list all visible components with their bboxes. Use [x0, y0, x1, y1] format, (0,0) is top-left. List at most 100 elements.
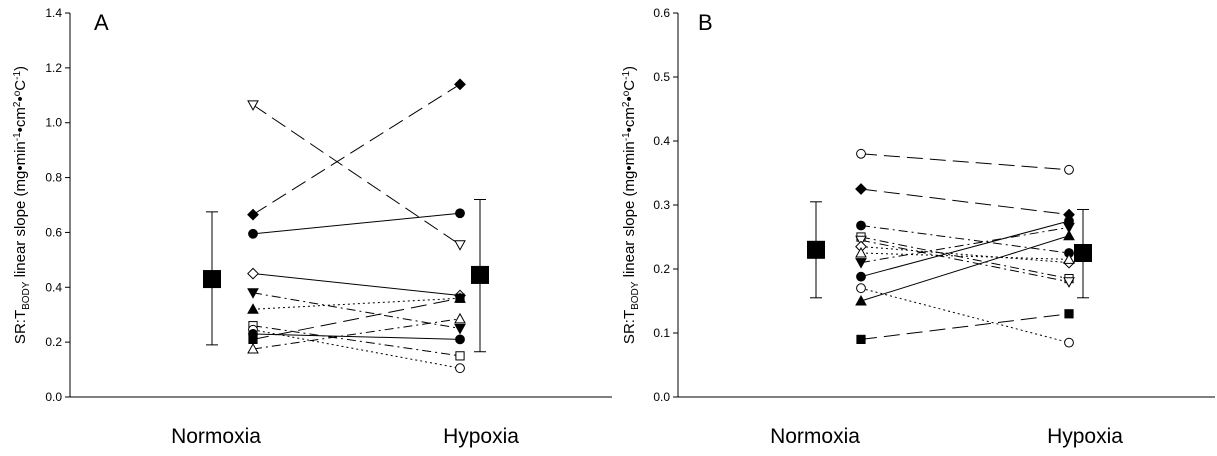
data-point-1-9-normoxia	[856, 283, 866, 294]
y-tick-label: 0.4	[653, 134, 670, 148]
data-point-1-6-hypoxia	[1063, 253, 1075, 264]
y-tick-label: 1.4	[45, 6, 62, 20]
data-point-0-6-hypoxia	[455, 351, 465, 361]
subject-line-3	[860, 236, 1070, 280]
data-point-0-8-hypoxia	[455, 293, 465, 303]
subject-line-9	[252, 333, 461, 340]
data-point-1-4-hypoxia	[1063, 277, 1075, 288]
x-category-label-normoxia: Normoxia	[770, 425, 860, 448]
mean-marker-hypoxia	[471, 265, 489, 284]
y-axis-label-part: SR:T	[621, 310, 638, 344]
panel-label: A	[94, 10, 109, 35]
y-axis-label-part: •cm	[621, 107, 638, 132]
y-tick-label: 0.3	[653, 198, 670, 212]
data-point-1-9-hypoxia	[1064, 337, 1074, 348]
y-tick-label: 0.6	[653, 6, 670, 20]
data-point-1-11-normoxia	[856, 334, 866, 344]
data-point-0-2-hypoxia	[455, 208, 465, 219]
y-axis-label-part: -1	[12, 132, 23, 141]
data-point-0-3-normoxia	[247, 267, 259, 280]
data-point-1-0-normoxia	[856, 148, 866, 159]
x-category-label-hypoxia: Hypoxia	[443, 425, 519, 448]
subject-line-1	[860, 188, 1070, 216]
data-point-0-4-hypoxia	[454, 323, 466, 335]
y-tick-label: 1.0	[45, 116, 62, 130]
y-tick-label: 0.6	[45, 225, 62, 239]
subject-line-1	[252, 83, 461, 216]
panel-label: B	[698, 10, 713, 35]
data-point-1-6-normoxia	[855, 246, 867, 258]
y-axis-label-part: -1	[621, 132, 632, 141]
chart-panel-b: 0.0 0.1 0.2 0.3 0.4 0.5 0.6 Normoxia Hypoxia B SR:…	[621, 6, 1215, 448]
y-tick-label: 0.5	[653, 70, 670, 84]
data-point-0-1-hypoxia	[454, 78, 466, 91]
subject-line-0	[252, 104, 461, 246]
subject-line-8	[252, 297, 461, 340]
subject-line-10	[252, 318, 461, 350]
subject-line-6	[252, 325, 461, 357]
x-category-label-normoxia: Normoxia	[171, 425, 261, 448]
y-axis-label-part: SR:T	[12, 310, 29, 344]
data-point-0-7-hypoxia	[455, 363, 465, 374]
y-tick-label: 0.4	[45, 280, 62, 294]
subject-line-4	[252, 292, 461, 329]
mean-marker-normoxia	[807, 240, 825, 259]
subject-line-10	[860, 235, 1070, 302]
chart-panel-a: 0.0 0.2 0.4 0.6 0.8 1.0 1.2 1.4 Normoxia Hypoxia A…	[12, 6, 612, 448]
data-point-1-8-normoxia	[856, 271, 866, 282]
y-tick-label: 0.1	[653, 326, 670, 340]
subject-line-3	[252, 273, 461, 297]
mean-marker-hypoxia	[1074, 244, 1092, 262]
y-tick-label: 0.0	[653, 390, 670, 404]
subject-line-7	[860, 226, 1070, 264]
data-point-0-1-normoxia	[247, 208, 259, 221]
mean-marker-normoxia	[203, 270, 221, 289]
y-axis-label: SR:TBODY linear slope (mg•min-1•cm2•oC-1…	[621, 66, 641, 344]
x-category-label-hypoxia: Hypoxia	[1047, 425, 1123, 448]
subject-line-4	[860, 239, 1070, 283]
data-point-0-0-normoxia	[247, 100, 259, 111]
y-axis-label: SR:TBODY linear slope (mg•min-1•cm2•oC-1…	[12, 66, 32, 344]
data-point-0-9-hypoxia	[455, 334, 465, 345]
subject-line-2	[860, 224, 1070, 254]
y-axis-label-part: 2	[12, 101, 23, 107]
y-axis-label-part: o	[621, 90, 632, 96]
data-point-0-4-normoxia	[247, 288, 259, 299]
y-axis-label-part: BODY	[630, 281, 641, 310]
subject-line-7	[252, 329, 461, 369]
y-axis-label-part: linear slope (mg•min	[12, 141, 29, 281]
data-point-0-0-hypoxia	[454, 240, 466, 251]
data-point-1-2-normoxia	[856, 220, 866, 231]
subject-line-0	[860, 153, 1070, 171]
y-axis-label-part: -1	[12, 71, 23, 80]
y-axis-label-part: )	[12, 66, 29, 71]
subject-line-8	[860, 220, 1070, 278]
subject-line-9	[860, 287, 1070, 344]
data-point-1-10-hypoxia	[1063, 229, 1075, 241]
data-point-0-10-normoxia	[247, 342, 259, 354]
data-point-0-9-normoxia	[248, 329, 258, 339]
y-axis-label-part: )	[621, 66, 638, 71]
y-axis-label-part: BODY	[21, 281, 32, 310]
data-point-1-7-normoxia	[855, 258, 867, 269]
data-point-1-0-hypoxia	[1064, 164, 1074, 175]
y-axis-label-part: •	[12, 96, 29, 101]
data-point-0-10-hypoxia	[454, 312, 466, 324]
y-axis-label-part: •	[621, 96, 638, 101]
y-axis-label-part: -1	[621, 71, 632, 80]
data-point-0-2-normoxia	[248, 228, 258, 239]
data-point-1-8-hypoxia	[1064, 216, 1074, 226]
data-point-1-10-normoxia	[855, 294, 867, 306]
subject-line-2	[252, 212, 461, 235]
y-axis-label-part: •cm	[12, 107, 29, 132]
subject-line-6	[860, 252, 1070, 260]
y-axis-label-part: linear slope (mg•min	[621, 141, 638, 281]
data-point-1-1-normoxia	[855, 183, 867, 195]
y-axis-label-part: C	[12, 80, 29, 91]
y-tick-label: 0.8	[45, 171, 62, 185]
y-axis-label-part: C	[621, 80, 638, 91]
data-point-1-11-hypoxia	[1064, 309, 1074, 319]
subject-line-5	[252, 297, 461, 310]
y-tick-label: 0.2	[45, 335, 62, 349]
